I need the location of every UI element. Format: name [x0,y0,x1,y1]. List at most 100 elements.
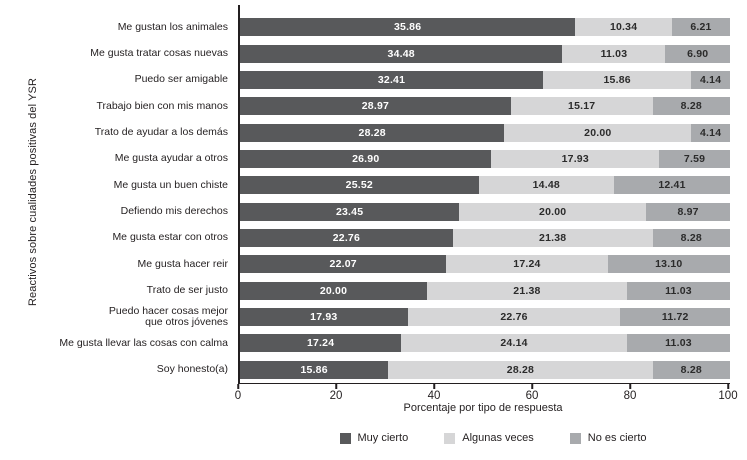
bar-segment-algunas-veces: 17.24 [446,255,608,274]
segment-value-label: 13.10 [655,258,683,271]
segment-value-label: 4.14 [700,73,722,86]
legend-label: Muy cierto [357,432,409,444]
segment-value-label: 17.24 [513,258,541,271]
bar-segment-muy-cierto: 32.41 [240,70,544,89]
legend-swatch-muy-cierto [339,432,351,444]
bar-row: 15.86 28.28 8.28 [240,357,730,383]
bar-segment-muy-cierto: 34.48 [240,44,563,63]
segment-value-label: 11.03 [665,284,692,297]
stacked-bar: 23.45 20.00 8.97 [240,202,730,221]
stacked-bar: 22.07 17.24 13.10 [240,255,731,274]
bar-segment-muy-cierto: 25.52 [240,176,479,195]
bar-row: 34.48 11.03 6.90 [240,40,730,66]
stacked-bar: 34.48 11.03 6.90 [240,44,730,63]
bar-segment-algunas-veces: 21.38 [452,229,653,248]
category-label: Trato de ayudar a los demás [94,125,228,138]
x-axis-ticks: 0 20 40 60 80 100 [234,383,738,403]
segment-value-label: 23.45 [335,205,364,218]
segment-value-label: 11.03 [600,47,628,60]
tick-mark [433,384,435,389]
bar-segment-muy-cierto: 15.86 [240,360,389,379]
segment-value-label: 8.28 [680,232,702,245]
bar-row: 22.76 21.38 8.28 [240,225,730,251]
legend-swatch-algunas-veces [444,432,456,444]
bar-segment-no-es-cierto: 11.03 [626,281,730,300]
stacked-bar: 26.90 17.93 7.59 [240,149,731,168]
legend-item-muy-cierto: Muy cierto [339,432,409,444]
category-label: Me gusta un buen chiste [113,178,228,191]
stacked-bar: 35.86 10.34 6.21 [240,18,730,37]
segment-value-label: 20.00 [584,126,612,139]
category-label: Puedo ser amigable [134,73,228,86]
segment-value-label: 17.24 [306,337,335,350]
segment-value-label: 24.14 [500,337,528,350]
tick-label: 80 [623,390,637,402]
bar-row: 25.52 14.48 12.41 [240,172,730,198]
bar-row: 17.24 24.14 11.03 [240,330,730,356]
segment-value-label: 20.00 [319,284,348,297]
segment-value-label: 8.97 [677,205,699,218]
bar-segment-muy-cierto: 22.76 [240,229,453,248]
bar-segment-algunas-veces: 22.76 [407,308,621,327]
segment-value-label: 10.34 [609,21,638,34]
bar-row: 35.86 10.34 6.21 [240,14,730,40]
tick-label: 100 [718,390,738,402]
bar-segment-no-es-cierto: 8.28 [652,360,730,379]
bar-segment-muy-cierto: 28.97 [240,97,511,116]
bar-segment-no-es-cierto: 13.10 [607,255,731,274]
bar-row: 28.28 20.00 4.14 [240,119,730,145]
segment-value-label: 25.52 [345,179,373,192]
plot-area: 35.86 10.34 6.21 34.48 11.03 6.90 32.41 15.86 4.… [238,5,731,384]
segment-value-label: 8.28 [680,363,702,376]
segment-value-label: 8.28 [680,100,702,113]
bar-segment-no-es-cierto: 11.72 [620,308,731,327]
segment-value-label: 34.48 [387,47,415,60]
stacked-bar: 15.86 28.28 8.28 [240,360,730,379]
stacked-bar: 32.41 15.86 4.14 [240,70,730,89]
category-label: Trato de ser justo [146,284,228,297]
legend-label: No es cierto [587,432,647,444]
bar-segment-algunas-veces: 17.93 [491,149,660,168]
bar-segment-no-es-cierto: 7.59 [659,149,731,168]
bar-row: 22.07 17.24 13.10 [240,251,731,277]
stacked-bar: 28.28 20.00 4.14 [240,123,730,142]
category-label: Defiendo mis derechos [120,205,228,218]
segment-value-label: 15.86 [300,363,328,376]
tick-mark [629,384,631,389]
bar-segment-no-es-cierto: 8.97 [646,202,730,221]
bar-segment-muy-cierto: 35.86 [240,18,576,37]
segment-value-label: 21.38 [513,284,541,297]
bar-segment-algunas-veces: 15.86 [543,70,692,89]
bar-segment-muy-cierto: 20.00 [240,281,427,300]
bar-segment-muy-cierto: 26.90 [240,149,492,168]
segment-value-label: 21.38 [539,232,567,245]
stacked-bar: 22.76 21.38 8.28 [240,229,730,248]
segment-value-label: 28.97 [361,100,390,113]
segment-value-label: 17.93 [561,152,589,165]
tick-label: 60 [525,390,539,402]
tick-mark [237,384,239,389]
bar-segment-no-es-cierto: 12.41 [613,176,730,195]
tick-label: 40 [427,390,441,402]
legend-swatch-no-es-cierto [569,432,581,444]
category-label: Soy honesto(a) [156,363,228,376]
bar-row: 17.93 22.76 11.72 [240,304,731,330]
stacked-bar: 17.93 22.76 11.72 [240,308,731,327]
legend-item-algunas-veces: Algunas veces [444,432,534,444]
segment-value-label: 20.00 [539,205,567,218]
segment-value-label: 22.76 [332,232,361,245]
bar-segment-algunas-veces: 21.38 [426,281,627,300]
segment-value-label: 4.14 [700,126,722,139]
stacked-bar: 25.52 14.48 12.41 [240,176,730,195]
category-label: Puedo hacer cosas mejor que otros jóvene… [108,304,228,329]
bar-segment-no-es-cierto: 8.28 [652,97,730,116]
bar-row: 28.97 15.17 8.28 [240,93,730,119]
bar-segment-muy-cierto: 17.93 [240,308,408,327]
segment-value-label: 11.72 [661,311,689,324]
tick-label: 0 [234,390,242,402]
segment-value-label: 28.28 [358,126,386,139]
segment-value-label: 11.03 [665,337,692,350]
legend: Muy cierto Algunas veces No es cierto [248,432,738,444]
tick-mark [335,384,337,389]
